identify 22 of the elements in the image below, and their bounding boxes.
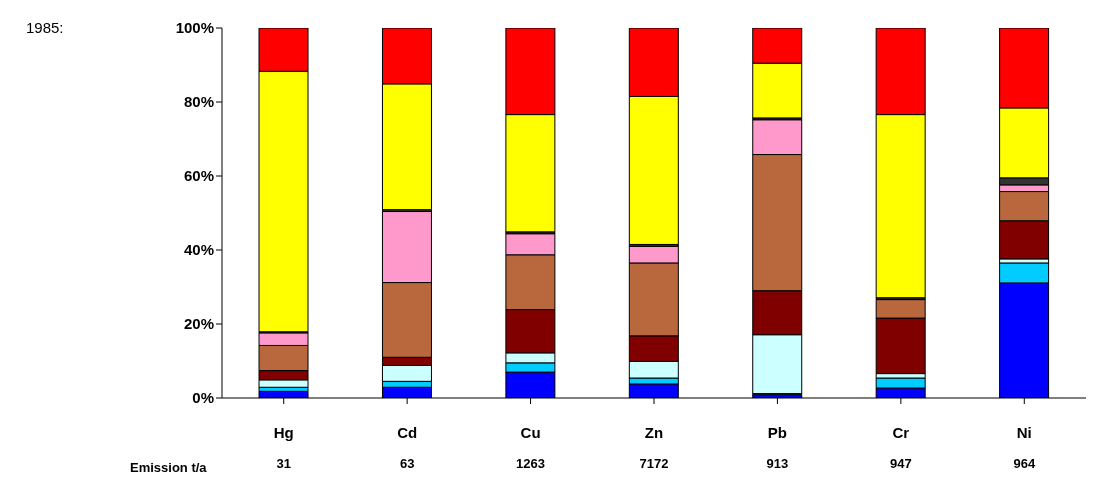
y-tick-label: 100% [175,19,214,37]
x-tick-label: Cd [397,424,418,441]
y-tick-label: 0% [192,389,214,407]
y-tick-label: 60% [183,167,214,185]
y-tick-label: 20% [183,315,214,333]
text: 1263 [516,456,546,471]
text: 1985: [26,19,64,36]
text: 7172 [639,456,669,471]
y-tick-label: 80% [183,93,214,111]
x-tick-label: Ni [1016,424,1032,441]
text: 947 [890,456,912,471]
text: 964 [1013,456,1036,471]
x-tick-label: Hg [273,424,294,441]
x-tick-label: Zn [644,424,664,441]
x-tick-label: Cr [892,424,910,441]
text: 913 [766,456,789,471]
y-tick-label: 40% [183,241,214,259]
x-tick-label: Cu [520,424,541,441]
text: Emission t/a [130,460,207,475]
text: 63 [399,456,415,471]
x-tick-label: Pb [767,424,788,441]
text: 31 [276,456,291,471]
